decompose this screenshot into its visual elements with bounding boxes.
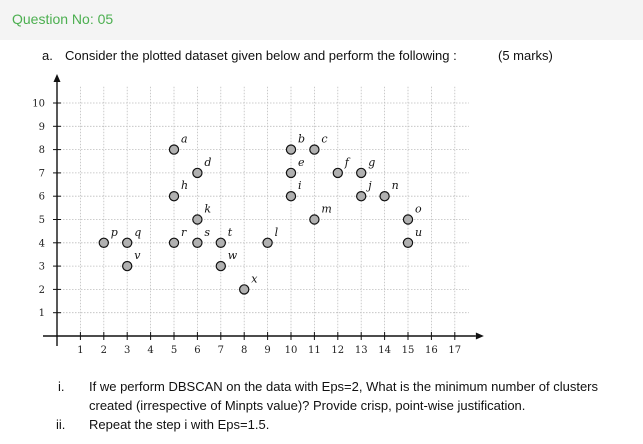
point-label: o	[415, 203, 422, 216]
data-point	[238, 284, 250, 295]
y-tick-label: 10	[32, 99, 45, 110]
point-label: r	[181, 226, 187, 239]
point-label: f	[344, 156, 351, 169]
point-label: k	[204, 203, 211, 216]
point-label: c	[321, 133, 327, 146]
point-label: b	[298, 133, 305, 146]
x-tick-label: 1	[77, 345, 83, 356]
point-label: x	[251, 272, 258, 285]
x-tick-label: 3	[124, 345, 130, 356]
x-tick-label: 10	[285, 345, 298, 356]
y-tick-label: 5	[39, 215, 45, 226]
point-label: u	[415, 226, 422, 239]
x-tick-label: 7	[218, 345, 224, 356]
y-tick-label: 6	[39, 192, 45, 203]
data-point	[285, 144, 297, 155]
data-point	[356, 167, 367, 179]
data-point	[215, 260, 226, 272]
x-tick-label: 13	[355, 345, 368, 356]
x-tick-label: 6	[194, 345, 200, 356]
data-point	[168, 237, 180, 248]
point-label: h	[181, 179, 188, 192]
point-label: a	[181, 133, 188, 146]
x-axis-arrow	[475, 332, 484, 340]
data-point	[285, 167, 297, 179]
x-tick-label: 8	[241, 345, 247, 356]
point-label: p	[111, 226, 118, 239]
x-tick-label: 5	[171, 345, 177, 356]
data-point	[192, 167, 203, 179]
data-point	[332, 167, 343, 179]
data-point	[192, 214, 203, 225]
point-label: l	[275, 226, 279, 239]
x-tick-label: 2	[101, 345, 107, 356]
data-point	[356, 190, 367, 202]
point-label: j	[365, 179, 372, 192]
point-label: d	[204, 156, 211, 169]
y-tick-label: 7	[39, 168, 45, 179]
data-point	[168, 144, 180, 155]
part-a-text: Consider the plotted dataset given below…	[65, 48, 457, 63]
question-ii-numeral: ii.	[56, 417, 66, 432]
data-point	[192, 237, 203, 248]
data-point	[262, 237, 273, 248]
question-header: Question No: 05	[0, 0, 643, 40]
y-tick-label: 2	[39, 285, 45, 296]
x-tick-label: 12	[331, 345, 344, 356]
data-point	[309, 144, 320, 155]
point-label: v	[134, 249, 141, 262]
data-point	[285, 190, 297, 202]
x-tick-label: 16	[425, 345, 438, 356]
point-label: n	[392, 179, 399, 192]
data-point	[98, 237, 110, 248]
y-axis-arrow	[53, 74, 61, 83]
question-title: Question No: 05	[12, 11, 114, 27]
x-tick-label: 17	[448, 345, 461, 356]
point-label: t	[228, 226, 233, 239]
data-point	[402, 237, 414, 248]
question-i-text: If we perform DBSCAN on the data with Ep…	[89, 379, 599, 413]
y-tick-label: 8	[39, 145, 45, 156]
x-tick-label: 4	[147, 345, 153, 356]
y-tick-label: 3	[39, 262, 45, 273]
y-tick-label: 4	[39, 238, 45, 249]
y-tick-label: 1	[39, 308, 45, 319]
point-label: e	[298, 156, 305, 169]
data-point	[121, 260, 133, 272]
point-label: w	[228, 249, 238, 262]
x-tick-label: 15	[402, 345, 415, 356]
data-point	[309, 214, 320, 225]
data-point	[215, 237, 226, 248]
part-a-label: a.	[42, 48, 53, 63]
question-i-numeral: i.	[58, 379, 65, 394]
point-label: i	[298, 179, 302, 192]
data-point	[168, 190, 180, 202]
point-label: s	[204, 226, 210, 239]
x-tick-label: 11	[308, 345, 321, 356]
data-point	[402, 214, 414, 225]
data-point	[121, 237, 133, 248]
question-ii-text: Repeat the step i with Eps=1.5.	[89, 417, 270, 432]
y-tick-label: 9	[39, 122, 45, 133]
x-tick-label: 14	[378, 345, 391, 356]
x-tick-label: 9	[264, 345, 270, 356]
point-label: q	[134, 226, 141, 239]
point-label: m	[321, 203, 331, 216]
data-point	[379, 190, 390, 202]
point-label: g	[368, 156, 375, 169]
marks-label: (5 marks)	[498, 48, 553, 63]
